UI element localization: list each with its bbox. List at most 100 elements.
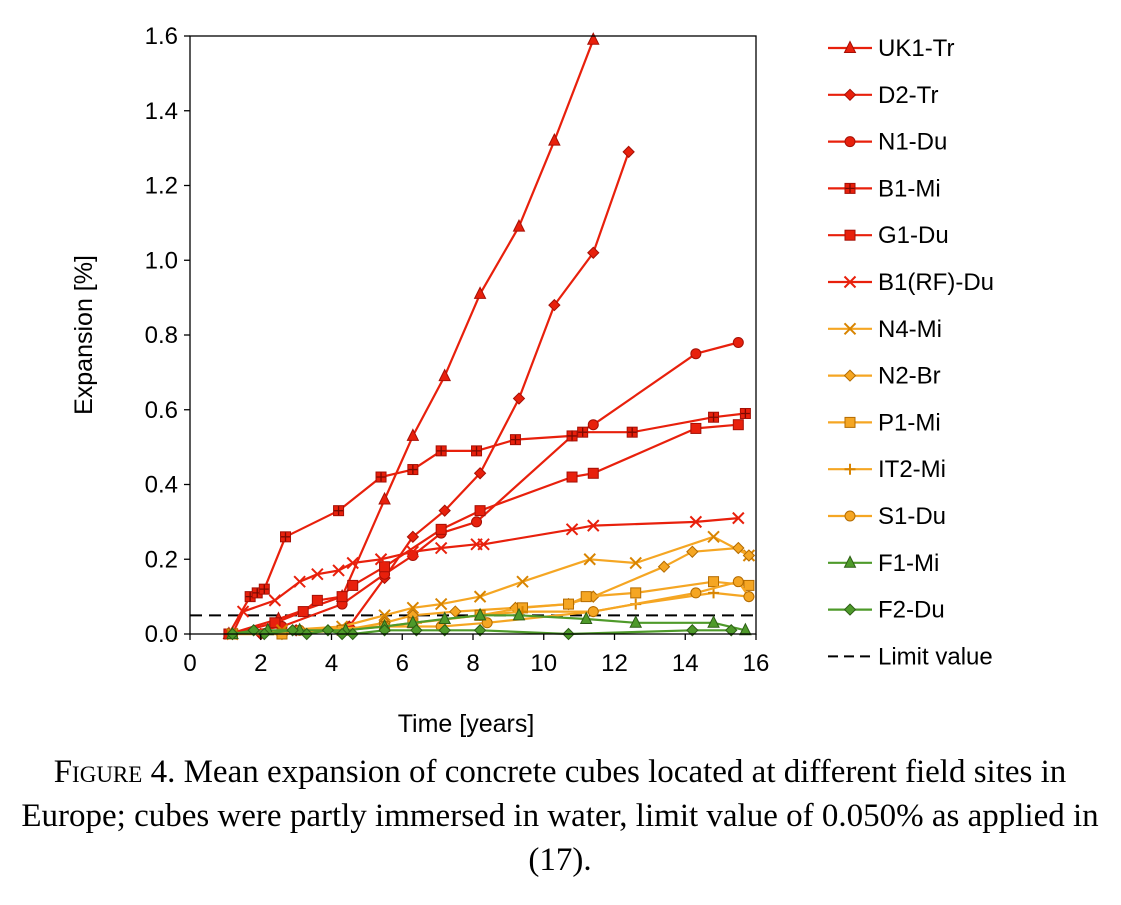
data-point-F2-Du-8 <box>378 624 391 637</box>
data-point-UK1-Tr-9 <box>586 32 600 45</box>
data-point-UK1-Tr-8 <box>548 133 561 146</box>
x-tick-label: 14 <box>672 650 699 677</box>
legend-swatch-marker <box>844 182 856 194</box>
data-point-B1(RF)-Du-5 <box>332 564 345 577</box>
data-point-N4-Mi-8 <box>583 553 596 566</box>
data-point-B1(RF)-Du-6 <box>346 556 359 570</box>
legend-entry-B1(RF)-Du: B1(RF)-Du <box>828 269 994 296</box>
y-tick-label: 1.2 <box>145 173 178 200</box>
legend-entry-UK1-Tr: UK1-Tr <box>828 35 954 62</box>
data-point-B1-Mi-6 <box>375 471 387 483</box>
data-point-B1(RF)-Du-7 <box>374 553 388 566</box>
data-point-P1-Mi-8 <box>580 591 592 603</box>
data-point-F2-Du-13 <box>686 624 699 637</box>
data-point-B1-Mi-5-cross <box>334 506 344 516</box>
data-point-D2-Tr-9 <box>587 246 600 259</box>
x-tick-label: 12 <box>601 650 628 677</box>
y-tick-label: 0.2 <box>145 546 178 573</box>
data-point-B1-Mi-4 <box>280 531 292 543</box>
data-point-N1-Du-8 <box>587 419 599 431</box>
data-point-B1-Mi-12 <box>577 426 589 438</box>
series-B1-Mi <box>223 407 751 640</box>
legend-label: D2-Tr <box>878 82 938 109</box>
legend-entry-G1-Du: G1-Du <box>828 222 949 249</box>
data-point-B1(RF)-Du-14 <box>689 515 703 529</box>
data-point-G1-Du-4 <box>336 591 348 603</box>
data-point-B1-Mi-9-cross <box>472 446 482 456</box>
data-point-B1-Mi-7 <box>407 464 419 476</box>
series-line-D2-Tr <box>260 151 630 636</box>
data-point-B1-Mi-10-cross <box>510 435 520 445</box>
data-point-N4-Mi-5 <box>434 597 448 611</box>
series-line-UK1-Tr <box>228 39 595 636</box>
legend-entry-IT2-Mi: IT2-Mi <box>828 456 946 483</box>
data-point-F1-Mi-9 <box>579 611 593 625</box>
data-point-B1-Mi-3-cross <box>259 584 269 594</box>
legend-entry-P1-Mi: P1-Mi <box>828 409 941 436</box>
data-point-P1-Mi-9 <box>630 587 642 599</box>
data-point-B1-Mi-11-cross <box>567 431 577 441</box>
series-G1-Du <box>226 419 744 640</box>
data-point-S1-Du-8 <box>743 591 755 603</box>
data-point-N4-Mi-4 <box>406 601 420 615</box>
data-point-UK1-Tr-6 <box>473 286 487 299</box>
legend-entry-B1-Mi: B1-Mi <box>828 175 941 202</box>
data-point-F1-Mi-11 <box>707 615 720 628</box>
legend-label: IT2-Mi <box>878 456 946 483</box>
data-point-B1-Mi-15-cross <box>740 408 750 418</box>
data-point-F1-Mi-6 <box>438 611 452 625</box>
data-point-G1-Du-11 <box>690 422 702 434</box>
data-point-S1-Du-5 <box>587 606 599 618</box>
legend-label: N2-Br <box>878 363 941 390</box>
data-point-B1-Mi-9 <box>471 445 483 457</box>
data-point-UK1-Tr-5 <box>438 368 452 382</box>
x-tick-label: 16 <box>743 650 770 677</box>
legend-swatch-marker <box>843 369 857 382</box>
data-point-N4-Mi-7 <box>516 575 529 588</box>
data-point-B1-Mi-14 <box>708 411 720 423</box>
y-tick-label: 1.0 <box>145 247 178 274</box>
data-point-F1-Mi-12 <box>739 622 752 636</box>
data-point-F1-Mi-7 <box>473 607 487 621</box>
series-line-B1(RF)-Du <box>231 517 739 635</box>
data-point-D2-Tr-5 <box>438 504 451 517</box>
data-point-B1(RF)-Du-15 <box>732 511 745 525</box>
data-point-F2-Du-11 <box>473 624 487 637</box>
data-point-N1-Du-9 <box>690 348 702 360</box>
data-point-F1-Mi-10 <box>629 615 643 628</box>
legend-entry-F2-Du: F2-Du <box>828 597 945 624</box>
data-point-P1-Mi-11 <box>743 579 755 591</box>
series-D2-Tr <box>254 145 635 641</box>
data-point-D2-Tr-8 <box>548 298 561 312</box>
y-tick-label: 1.4 <box>145 98 178 125</box>
data-point-N1-Du-6 <box>471 516 483 528</box>
data-point-G1-Du-8 <box>474 505 486 517</box>
data-point-B1-Mi-3 <box>258 583 270 595</box>
data-point-N4-Mi-6 <box>473 590 487 603</box>
y-axis-label: Expansion [%] <box>70 255 98 415</box>
data-point-B1-Mi-11 <box>566 430 578 442</box>
data-point-F2-Du-14 <box>725 624 738 637</box>
x-axis-label: Time [years] <box>398 710 535 738</box>
data-point-F1-Mi-5 <box>406 615 420 628</box>
legend-label: N4-Mi <box>878 316 942 343</box>
legend-label: UK1-Tr <box>878 35 954 62</box>
data-point-F2-Du-5 <box>321 624 335 637</box>
caption-text: Mean expansion of concrete cubes located… <box>21 754 1099 878</box>
figure-caption: Figure 4. Mean expansion of concrete cub… <box>20 750 1100 882</box>
data-point-G1-Du-9 <box>566 471 578 483</box>
data-point-B1-Mi-10 <box>509 434 521 446</box>
data-point-B1-Mi-4-cross <box>281 532 291 542</box>
legend-label: N1-Du <box>878 129 947 156</box>
x-tick-label: 8 <box>466 650 479 677</box>
data-point-B1(RF)-Du-11 <box>477 538 490 551</box>
data-point-B1(RF)-Du-2 <box>268 594 282 607</box>
data-point-G1-Du-5 <box>347 579 359 591</box>
x-tick-label: 4 <box>325 650 338 677</box>
data-point-F2-Du-10 <box>438 624 451 637</box>
legend-entry-N2-Br: N2-Br <box>828 363 941 390</box>
legend-entry-D2-Tr: D2-Tr <box>828 82 938 109</box>
data-point-G1-Du-12 <box>732 419 744 431</box>
data-point-B1-Mi-15 <box>739 407 751 419</box>
legend-label: Limit value <box>878 643 993 670</box>
